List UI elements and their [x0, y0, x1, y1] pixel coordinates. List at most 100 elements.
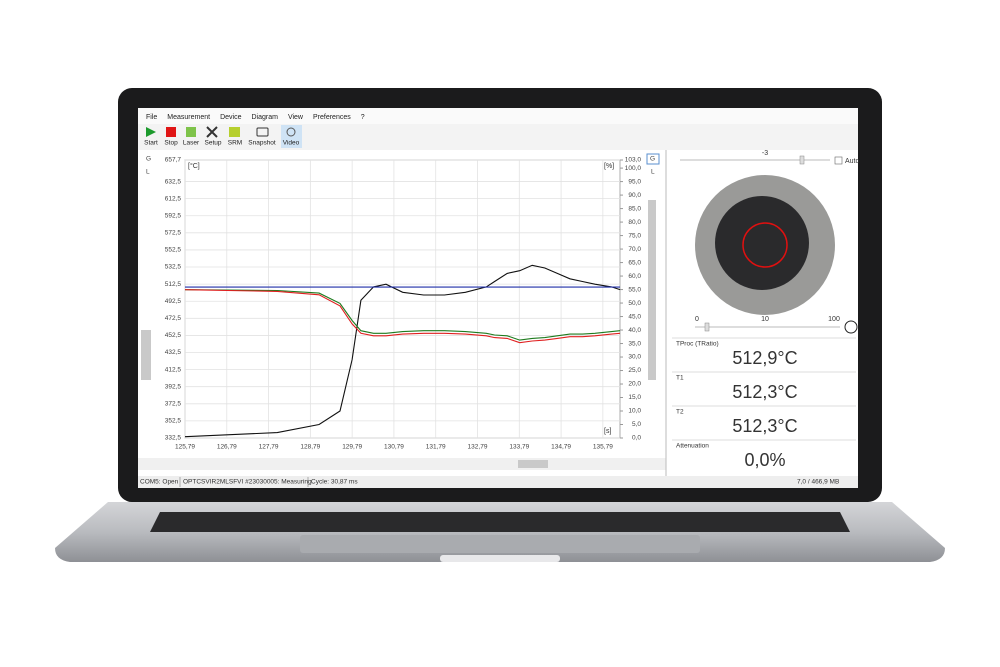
status-field: Cycle: 30,87 ms: [311, 479, 358, 486]
toolbar-label[interactable]: Stop: [164, 140, 178, 147]
sample: [715, 196, 809, 290]
y2-tick-label: 80,0: [628, 219, 641, 226]
y2-tick-label: 20,0: [628, 381, 641, 388]
y2-unit: [%]: [604, 163, 614, 170]
keyboard: [150, 512, 850, 532]
laser-icon[interactable]: [186, 127, 196, 137]
y-tick-label: 552,5: [165, 247, 182, 254]
axis-button[interactable]: L: [146, 169, 150, 176]
x-tick-label: 134,79: [551, 444, 571, 451]
menu-item[interactable]: Measurement: [167, 114, 210, 121]
focus-icon[interactable]: [844, 320, 858, 334]
y2-tick-label: 5,0: [632, 421, 641, 428]
y-tick-label: 572,5: [165, 230, 182, 237]
toolbar-label[interactable]: Setup: [205, 140, 222, 147]
srm-icon[interactable]: [229, 127, 240, 137]
readout-value: 512,3°C: [732, 382, 797, 402]
readout-label: TProc (TRatio): [676, 341, 719, 348]
status-bar: [138, 476, 858, 488]
y2-tick-label: 0,0: [632, 435, 641, 442]
y2-tick-label: 30,0: [628, 354, 641, 361]
auto-checkbox[interactable]: [834, 156, 843, 165]
y2-tick-label: 35,0: [628, 340, 641, 347]
x-tick-label: 125,79: [175, 444, 195, 451]
y2-tick-label: 50,0: [628, 300, 641, 307]
snapshot-icon[interactable]: [256, 127, 269, 137]
x-tick-label: 127,79: [259, 444, 279, 451]
y2-tick-label: 95,0: [628, 178, 641, 185]
notch: [440, 555, 560, 562]
scale-label: 0: [695, 316, 699, 323]
scrollbar[interactable]: [138, 458, 666, 470]
series-line: [184, 264, 621, 438]
menu-item[interactable]: Preferences: [313, 114, 351, 121]
scale-label: 10: [761, 316, 769, 323]
axis-button[interactable]: G: [146, 156, 151, 163]
y2-tick-label: 45,0: [628, 313, 641, 320]
toolbar-label[interactable]: SRM: [228, 140, 242, 147]
y2-tick-label: 65,0: [628, 259, 641, 266]
toolbar-label[interactable]: Laser: [183, 140, 200, 147]
trackpad: [300, 535, 700, 553]
y-unit: [°C]: [188, 162, 200, 170]
y-tick-label: 612,5: [165, 195, 182, 202]
toolbar-label[interactable]: Start: [144, 140, 158, 147]
y-tick-label: 452,5: [165, 332, 182, 339]
toolbar-label[interactable]: Snapshot: [248, 140, 276, 147]
x-tick-label: 128,79: [300, 444, 320, 451]
start-icon[interactable]: [146, 127, 156, 137]
v-scroll-left[interactable]: [141, 330, 151, 380]
y-tick-label: 532,5: [165, 264, 182, 271]
status-field: OPTCSVIR2MLSFVI #23030005: Measuring: [183, 479, 312, 486]
scroll-thumb[interactable]: [518, 460, 548, 468]
menu-bar: [138, 108, 858, 124]
axis-button[interactable]: G: [650, 156, 655, 163]
menu-item[interactable]: Device: [220, 114, 242, 121]
axis-button[interactable]: L: [651, 169, 655, 176]
x-tick-label: 129,79: [342, 444, 362, 451]
y2-tick-label: 60,0: [628, 273, 641, 280]
readout-value: 512,3°C: [732, 416, 797, 436]
y2-tick-label: 103,0: [625, 157, 642, 164]
y2-tick-label: 15,0: [628, 394, 641, 401]
y-tick-label: 352,5: [165, 418, 182, 425]
readout-label: T1: [676, 375, 684, 382]
y2-tick-label: 10,0: [628, 408, 641, 415]
video-icon[interactable]: [286, 127, 296, 137]
x-tick-label: 132,79: [468, 444, 488, 451]
series-line: [184, 289, 621, 341]
y-tick-label: 492,5: [165, 298, 182, 305]
y-tick-label: 472,5: [165, 315, 182, 322]
readout-value: 0,0%: [744, 450, 785, 470]
menu-item[interactable]: Diagram: [251, 114, 278, 121]
x-tick-label: 135,79: [593, 444, 613, 451]
y2-tick-label: 75,0: [628, 232, 641, 239]
v-scroll[interactable]: [648, 200, 656, 380]
setup-icon[interactable]: [206, 126, 218, 138]
menu-item[interactable]: View: [288, 114, 304, 121]
menu-item[interactable]: File: [146, 114, 157, 121]
axis-button-frame[interactable]: [646, 153, 660, 165]
x-tick-label: 133,79: [509, 444, 529, 451]
y-tick-label: 657,7: [165, 157, 182, 164]
y2-tick-label: 55,0: [628, 286, 641, 293]
readout-label: T2: [676, 409, 684, 416]
y-tick-label: 332,5: [165, 435, 182, 442]
x-tick-label: 131,79: [426, 444, 446, 451]
video-active[interactable]: [281, 125, 302, 148]
y-tick-label: 372,5: [165, 401, 182, 408]
stop-icon[interactable]: [166, 127, 176, 137]
x-unit: [s]: [604, 428, 611, 435]
y-tick-label: 592,5: [165, 212, 182, 219]
menu-item[interactable]: ?: [361, 114, 365, 121]
slider-thumb[interactable]: [799, 155, 805, 165]
brightness-value: -3: [762, 150, 768, 157]
toolbar-label[interactable]: Video: [283, 140, 300, 147]
x-tick-label: 126,79: [217, 444, 237, 451]
y2-tick-label: 100,0: [625, 165, 642, 172]
y-tick-label: 512,5: [165, 281, 182, 288]
slider-thumb[interactable]: [704, 322, 710, 332]
auto-label: Auto: [845, 158, 860, 165]
readout-value: 512,9°C: [732, 348, 797, 368]
